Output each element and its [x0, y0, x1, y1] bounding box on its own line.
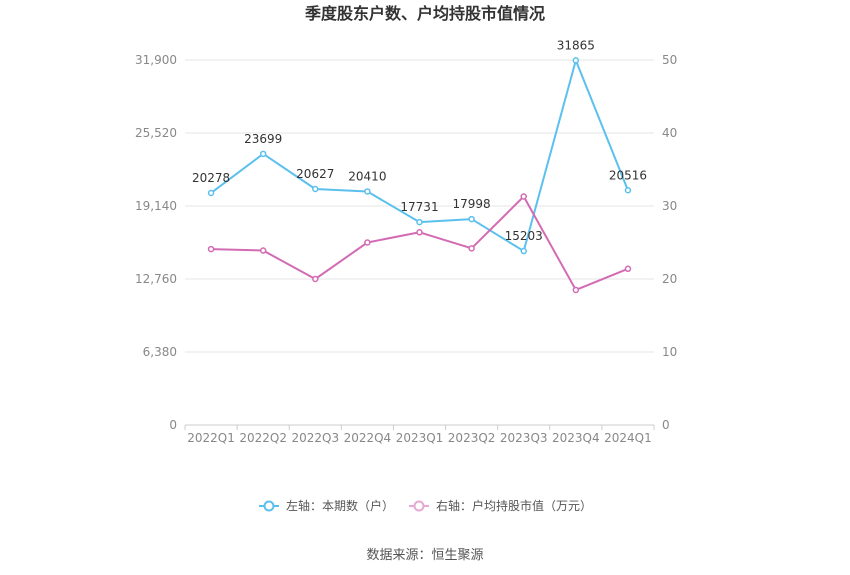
x-tick-label: 2023Q4 [552, 431, 600, 445]
data-point[interactable] [624, 187, 632, 194]
data-label: 23699 [244, 132, 282, 146]
data-point[interactable] [364, 188, 371, 195]
legend[interactable]: 左轴：本期数（户） 右轴：户均持股市值（万元） [259, 498, 592, 513]
x-tick-label: 2022Q1 [187, 431, 235, 445]
data-point[interactable] [572, 57, 580, 64]
y-right-tick-label: 0 [662, 418, 670, 432]
data-point[interactable] [520, 247, 527, 255]
x-tick-label: 2023Q3 [500, 431, 548, 445]
data-point[interactable] [572, 286, 580, 294]
data-label: 20278 [192, 171, 230, 185]
data-point[interactable] [468, 215, 475, 223]
data-point[interactable] [624, 265, 632, 273]
data-point[interactable] [468, 245, 475, 252]
data-point[interactable] [259, 247, 267, 254]
legend-item-left[interactable]: 左轴：本期数（户） [259, 498, 394, 513]
data-point[interactable] [416, 218, 423, 226]
y-right-tick-label: 30 [662, 199, 677, 213]
y-right-tick-label: 40 [662, 126, 677, 140]
data-label: 17998 [453, 197, 491, 211]
data-point[interactable] [259, 150, 267, 158]
y-left-tick-label: 19,140 [135, 199, 177, 213]
data-point[interactable] [416, 229, 423, 236]
y-right-tick-label: 10 [662, 345, 677, 359]
data-source: 数据来源：恒生聚源 [366, 548, 483, 563]
series-lines [207, 57, 632, 294]
legend-label-right: 右轴：户均持股市值（万元） [436, 498, 592, 513]
y-left-tick-label: 6,380 [143, 345, 177, 359]
data-point[interactable] [312, 275, 319, 283]
data-label: 20410 [348, 169, 386, 183]
y-left-tick-label: 25,520 [135, 126, 177, 140]
data-point[interactable] [364, 239, 371, 246]
data-label: 17731 [400, 200, 438, 214]
x-tick-label: 2023Q2 [448, 431, 496, 445]
y-right-tick-label: 50 [662, 53, 677, 67]
x-tick-label: 2022Q4 [344, 431, 392, 445]
data-labels: 20278 23699 20627 20410 17731 17998 15203 31865… [192, 38, 647, 243]
axes: 0 6,380 12,760 19,140 25,520 31,900 0 10 20 30 40 5… [135, 53, 677, 445]
y-left-tick-label: 31,900 [135, 53, 177, 67]
chart-title: 季度股东户数、户均持股市值情况 [304, 4, 545, 23]
x-tick-label: 2022Q2 [239, 431, 287, 445]
legend-marker-right [413, 500, 425, 512]
data-point[interactable] [520, 193, 527, 200]
legend-item-right[interactable]: 右轴：户均持股市值（万元） [409, 498, 592, 513]
y-left-tick-label: 12,760 [135, 272, 177, 286]
x-tick-label: 2022Q3 [291, 431, 339, 445]
legend-marker-left [263, 500, 275, 512]
data-label: 15203 [505, 229, 543, 243]
data-point[interactable] [207, 189, 215, 197]
data-point[interactable] [312, 185, 319, 193]
y-right-tick-label: 20 [662, 272, 677, 286]
data-label: 20627 [296, 167, 334, 181]
grid-lines [185, 59, 654, 353]
x-tick-label: 2024Q1 [604, 431, 652, 445]
x-tick-label: 2023Q1 [396, 431, 444, 445]
data-label: 31865 [557, 38, 595, 52]
y-left-tick-label: 0 [169, 418, 177, 432]
data-label: 20516 [609, 168, 647, 182]
data-point[interactable] [207, 245, 215, 253]
legend-label-left: 左轴：本期数（户） [286, 498, 394, 513]
